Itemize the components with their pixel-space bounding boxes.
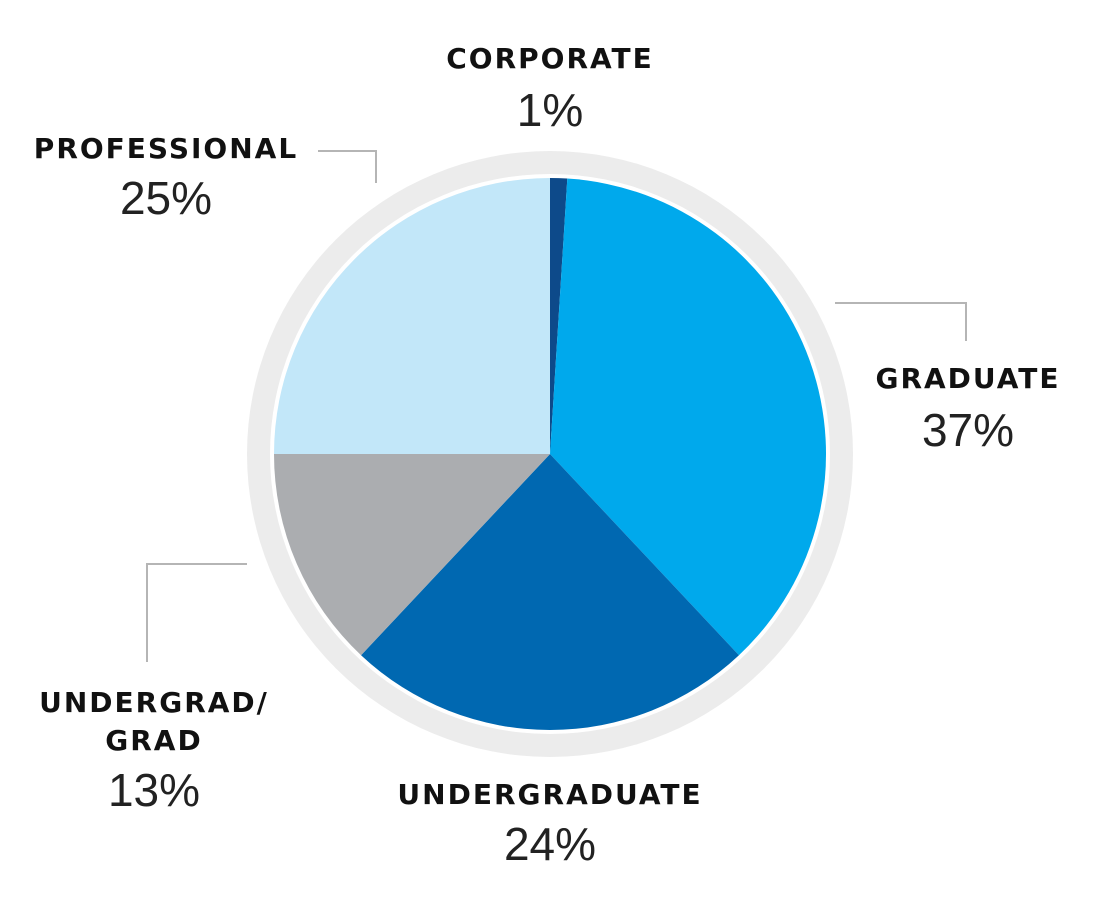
leader-lines — [146, 150, 967, 662]
pie-slice-undergrad-grad — [274, 454, 550, 656]
label-undergraduate-name: UNDERGRADUATE — [397, 778, 702, 811]
label-undergrad-grad-name-line: UNDERGRAD/ — [39, 686, 269, 719]
label-professional-name: PROFESSIONAL — [34, 132, 298, 165]
label-undergraduate-value: 24% — [504, 818, 596, 870]
slice-labels: CORPORATE 1% GRADUATE 37% UNDERGRADUATE 24% UN… — [34, 42, 1060, 870]
pie-slice-corporate — [550, 178, 568, 454]
pie-slice-professional — [274, 178, 550, 454]
label-undergraduate-name-line: UNDERGRADUATE — [397, 778, 702, 811]
pie-slice-undergraduate — [361, 454, 739, 731]
label-graduate-name-line: GRADUATE — [875, 362, 1060, 395]
leader-undergrad-grad — [146, 563, 247, 662]
label-professional-value: 25% — [120, 172, 212, 224]
label-undergrad-grad-name: UNDERGRAD/GRAD — [39, 686, 269, 757]
leader-professional — [318, 150, 377, 183]
pie-slice-graduate — [550, 178, 827, 656]
label-corporate-name-line: CORPORATE — [446, 42, 654, 75]
label-professional-name-line: PROFESSIONAL — [34, 132, 298, 165]
label-undergrad-grad-value: 13% — [108, 764, 200, 816]
label-corporate-name: CORPORATE — [446, 42, 654, 75]
pie-slices — [274, 178, 827, 731]
leader-graduate — [835, 302, 967, 341]
label-graduate-name: GRADUATE — [875, 362, 1060, 395]
label-graduate-value: 37% — [922, 404, 1014, 456]
label-corporate-value: 1% — [517, 84, 583, 136]
label-undergrad-grad-name-line: GRAD — [105, 724, 202, 757]
